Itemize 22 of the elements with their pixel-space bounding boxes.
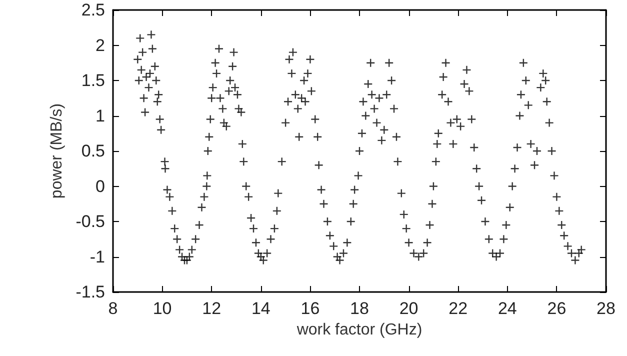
x-tick-label: 14 [251,299,270,318]
x-tick-label: 12 [202,299,222,318]
y-tick-label: 0.5 [81,142,105,160]
y-tick-label: 2 [96,36,105,55]
x-tick-label: 24 [498,299,517,318]
x-tick-label: 16 [300,299,320,318]
x-tick-label: 20 [399,299,418,318]
x-axis-title: work factor (GHz) [296,321,422,338]
y-axis-title: power (MB/s) [48,103,66,199]
y-tick-label: 2.5 [81,0,105,20]
y-tick-label: -1 [90,247,105,266]
y-tick-label: 1.5 [81,71,105,90]
y-tick-label: -0.5 [76,212,105,231]
y-tick-label: 0 [96,176,105,196]
y-tick-label: -1.5 [76,282,105,302]
x-tick-label: 8 [108,299,118,318]
x-tick-label: 28 [596,299,616,318]
y-tick-label: 1 [96,106,105,126]
x-tick-label: 10 [152,299,172,318]
x-tick-label: 22 [448,299,468,318]
x-tick-label: 26 [547,299,566,318]
x-tick-label: 18 [350,299,369,318]
